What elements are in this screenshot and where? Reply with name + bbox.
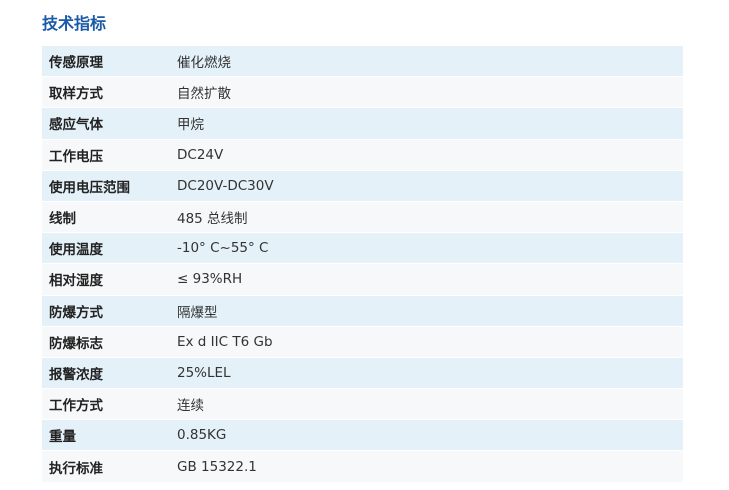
spec-label: 取样方式 xyxy=(42,76,170,109)
spec-row: 报警浓度 25%LEL xyxy=(42,357,683,390)
spec-row: 工作电压 DC24V xyxy=(42,139,683,171)
spec-value: 隔爆型 xyxy=(170,295,683,327)
spec-label: 防爆标志 xyxy=(42,326,170,358)
spec-row: 执行标准 GB 15322.1 xyxy=(42,450,683,483)
spec-value: 甲烷 xyxy=(170,107,683,140)
spec-label: 重量 xyxy=(42,419,170,452)
spec-row: 感应气体 甲烷 xyxy=(42,107,683,140)
spec-row: 传感原理 催化燃烧 xyxy=(42,46,683,78)
spec-row: 相对湿度 ≤ 93%RH xyxy=(42,263,683,296)
spec-label: 传感原理 xyxy=(42,46,170,78)
section-title: 技术指标 xyxy=(42,14,107,33)
spec-label: 相对湿度 xyxy=(42,263,170,296)
spec-row: 使用电压范围 DC20V-DC30V xyxy=(42,170,683,202)
spec-row: 工作方式 连续 xyxy=(42,388,683,421)
spec-table: 传感原理 催化燃烧 取样方式 自然扩散 感应气体 甲烷 工作电压 DC24V 使用电压范围 DC2… xyxy=(42,46,683,483)
spec-row: 取样方式 自然扩散 xyxy=(42,76,683,109)
spec-value: DC20V-DC30V xyxy=(170,170,683,202)
spec-row: 使用温度 -10° C~55° C xyxy=(42,232,683,265)
spec-value: ≤ 93%RH xyxy=(170,263,683,296)
spec-label: 工作方式 xyxy=(42,388,170,421)
spec-value: DC24V xyxy=(170,139,683,171)
spec-value: 连续 xyxy=(170,388,683,421)
spec-label: 感应气体 xyxy=(42,107,170,140)
spec-label: 执行标准 xyxy=(42,450,170,483)
spec-label: 使用电压范围 xyxy=(42,170,170,202)
spec-label: 使用温度 xyxy=(42,232,170,265)
spec-label: 报警浓度 xyxy=(42,357,170,390)
spec-value: 25%LEL xyxy=(170,357,683,390)
spec-row: 重量 0.85KG xyxy=(42,419,683,452)
spec-value: 自然扩散 xyxy=(170,76,683,109)
spec-value: 催化燃烧 xyxy=(170,46,683,78)
spec-value: 0.85KG xyxy=(170,419,683,452)
spec-label: 工作电压 xyxy=(42,139,170,171)
spec-label: 线制 xyxy=(42,201,170,234)
spec-value: Ex d IIC T6 Gb xyxy=(170,326,683,358)
spec-value: -10° C~55° C xyxy=(170,232,683,265)
spec-value: 485 总线制 xyxy=(170,201,683,234)
spec-label: 防爆方式 xyxy=(42,295,170,327)
spec-row: 防爆方式 隔爆型 xyxy=(42,295,683,327)
spec-row: 防爆标志 Ex d IIC T6 Gb xyxy=(42,326,683,358)
spec-value: GB 15322.1 xyxy=(170,450,683,483)
spec-row: 线制 485 总线制 xyxy=(42,201,683,234)
